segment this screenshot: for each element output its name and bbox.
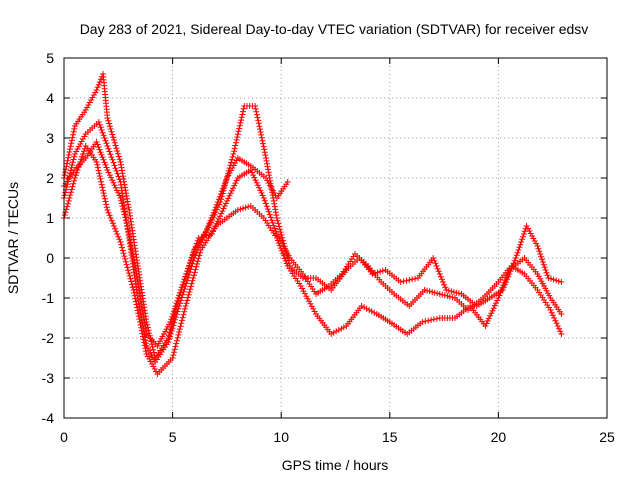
y-axis-label: SDTVAR / TECUs — [5, 182, 21, 294]
plot-frame — [63, 57, 608, 419]
y-tick-labels: -4 -3 -2 -1 0 1 2 3 4 5 — [42, 50, 55, 426]
x-tick-label: 10 — [273, 429, 289, 445]
x-tick-label: 0 — [60, 429, 68, 445]
y-tick-label: 3 — [46, 130, 54, 146]
x-tick-label: 20 — [491, 429, 507, 445]
x-axis-label: GPS time / hours — [282, 457, 389, 473]
chart-title: Day 283 of 2021, Sidereal Day-to-day VTE… — [80, 21, 589, 37]
y-tick-label: -3 — [42, 370, 55, 386]
y-tick-label: 2 — [46, 170, 54, 186]
x-tick-label: 5 — [169, 429, 177, 445]
x-tick-labels: 0 5 10 15 20 25 — [60, 429, 615, 445]
y-tick-label: 0 — [46, 250, 54, 266]
y-tick-label: 1 — [46, 210, 54, 226]
x-tick-label: 25 — [599, 429, 615, 445]
y-tick-label: -1 — [42, 290, 55, 306]
y-tick-label: 4 — [46, 90, 54, 106]
x-tick-label: 15 — [382, 429, 398, 445]
y-tick-label: -2 — [42, 330, 55, 346]
y-tick-label: 5 — [46, 50, 54, 66]
y-tick-label: -4 — [42, 410, 55, 426]
